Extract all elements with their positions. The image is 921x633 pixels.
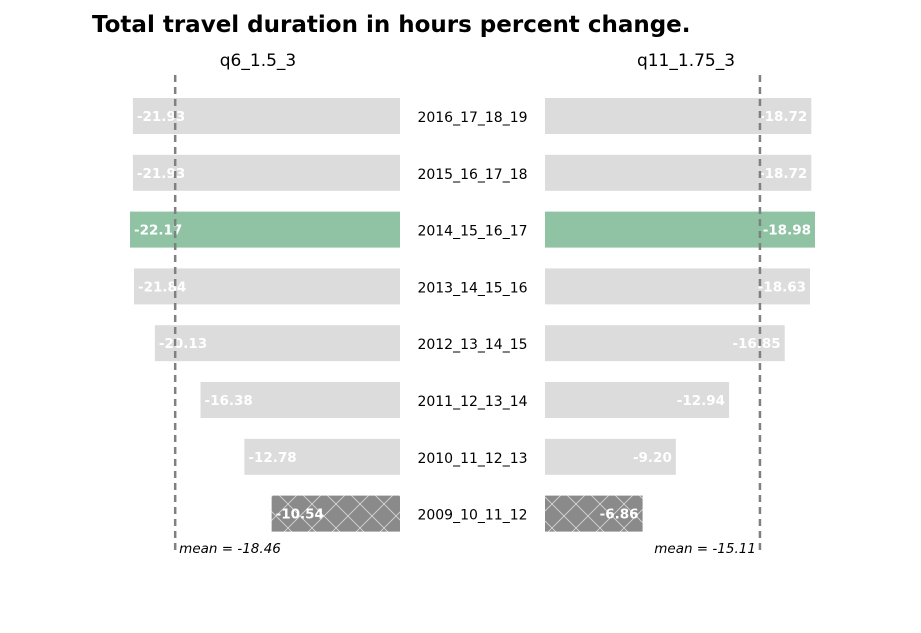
value-label-1-4: -16.85 — [732, 336, 780, 352]
value-label-1-1: -18.72 — [759, 166, 807, 182]
value-label-0-4: -20.13 — [159, 336, 207, 352]
category-label-0: 2016_17_18_19 — [417, 110, 527, 126]
left-panel: -21.93 -21.93 -22.17 -21.84 -20.13 -16.38 -12.… — [130, 75, 401, 557]
category-label-6: 2010_11_12_13 — [417, 451, 527, 467]
value-label-0-7: -10.54 — [276, 507, 324, 523]
bar-0-3 — [134, 268, 400, 305]
bar-0-5 — [200, 382, 400, 418]
category-label-2: 2014_15_16_17 — [417, 224, 527, 240]
bar-1-6 — [545, 438, 676, 475]
bar-0-0 — [132, 98, 401, 134]
value-label-0-0: -21.93 — [137, 109, 185, 125]
bar-0-6 — [244, 438, 400, 475]
value-label-1-7: -6.86 — [600, 507, 639, 523]
value-label-0-3: -21.84 — [138, 279, 186, 295]
bar-1-0 — [545, 98, 812, 134]
value-label-1-2: -18.98 — [763, 223, 811, 239]
bar-1-3 — [545, 268, 811, 305]
value-label-1-3: -18.63 — [758, 279, 806, 295]
value-label-1-6: -9.20 — [633, 450, 672, 466]
category-labels: 2016_17_18_19 2015_16_17_18 2014_15_16_17 2… — [417, 110, 527, 524]
bar-0-7 — [271, 495, 400, 532]
left-panel-title: q6_1.5_3 — [220, 51, 296, 71]
value-label-0-2: -22.17 — [134, 223, 182, 239]
bar-0-4 — [154, 325, 400, 362]
category-label-1: 2015_16_17_18 — [417, 167, 527, 183]
value-label-0-6: -12.78 — [248, 450, 296, 466]
bar-1-7 — [545, 495, 643, 532]
right-panel: -18.72 -18.72 -18.98 -18.63 -16.85 -12.94 -9.2… — [545, 75, 815, 557]
bar-1-2 — [545, 211, 815, 248]
bar-1-1 — [545, 154, 812, 191]
chart-title: Total travel duration in hours percent c… — [92, 12, 691, 38]
bar-1-4 — [545, 325, 785, 362]
value-label-1-0: -18.72 — [759, 109, 807, 125]
right-panel-title: q11_1.75_3 — [637, 51, 735, 71]
bar-1-5 — [545, 382, 730, 418]
mean-label-1: mean = -15.11 — [654, 541, 756, 557]
bar-0-2 — [130, 211, 400, 248]
category-label-7: 2009_10_11_12 — [417, 508, 527, 524]
value-label-0-5: -16.38 — [205, 393, 253, 409]
category-label-4: 2012_13_14_15 — [417, 337, 527, 353]
bar-0-1 — [132, 154, 401, 191]
mean-label-0: mean = -18.46 — [179, 541, 281, 557]
category-label-5: 2011_12_13_14 — [417, 394, 527, 410]
category-label-3: 2013_14_15_16 — [417, 280, 527, 296]
value-label-1-5: -12.94 — [677, 393, 725, 409]
value-label-0-1: -21.93 — [137, 166, 185, 182]
